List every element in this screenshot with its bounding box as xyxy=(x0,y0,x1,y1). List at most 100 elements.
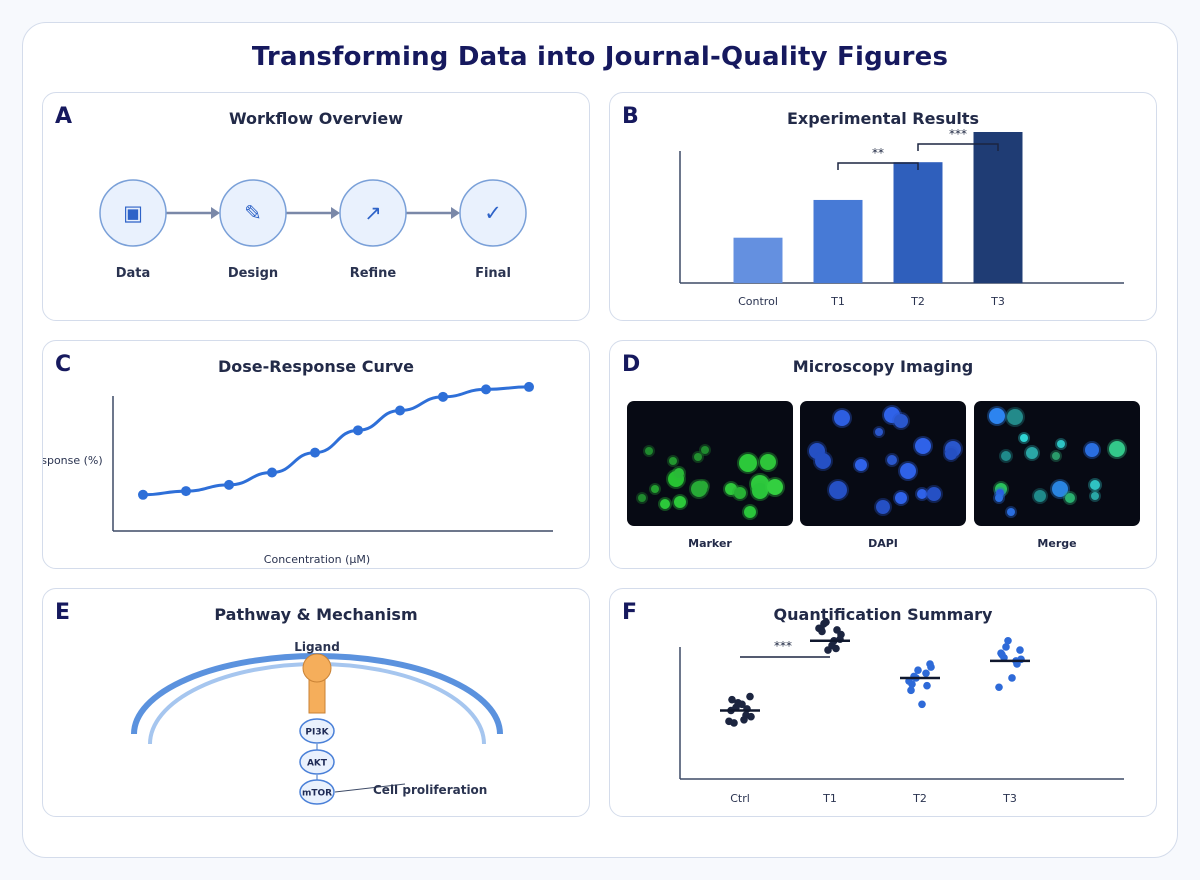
bar-t3 xyxy=(973,132,1023,283)
pathway-node-label: PI3K xyxy=(305,728,329,738)
data-point xyxy=(395,405,405,416)
data-point xyxy=(438,391,448,402)
pathway-node-label: AKT xyxy=(307,759,328,769)
pathway-node xyxy=(299,779,335,805)
cell-nucleus xyxy=(876,500,890,514)
cell-nucleus xyxy=(895,492,907,504)
microscopy-label: Marker xyxy=(688,537,732,550)
data-point xyxy=(728,695,736,704)
cell-nucleus xyxy=(694,453,702,461)
significance-label: *** xyxy=(774,639,792,653)
data-point xyxy=(740,716,748,724)
data-point xyxy=(820,619,828,628)
cell-nucleus xyxy=(651,485,659,493)
x-tick-label: T2 xyxy=(910,295,925,308)
data-point xyxy=(995,683,1003,692)
pathway-diagram: Ligand PI3K AKT mTOR Cell proliferation xyxy=(131,640,503,805)
bar-t2 xyxy=(893,162,943,283)
data-point xyxy=(138,489,148,500)
panel-letter: B xyxy=(622,104,639,129)
data-point xyxy=(1002,643,1010,651)
ligand-label: Ligand xyxy=(294,640,340,654)
cell-nucleus xyxy=(674,468,684,478)
cell-nucleus xyxy=(734,487,746,499)
cell-nucleus xyxy=(1007,508,1015,516)
panel-e-pathway: E Pathway & Mechanism Ligand PI3K AKT mTOR C… xyxy=(42,588,590,817)
data-point xyxy=(907,686,915,695)
workflow-step-circle xyxy=(339,179,407,247)
microscopy-label: Merge xyxy=(1037,537,1077,550)
panel-title: Workflow Overview xyxy=(228,109,404,128)
pathway-node-label: mTOR xyxy=(302,789,332,799)
cell-nucleus xyxy=(1065,493,1075,503)
cell-nucleus xyxy=(669,457,677,465)
data-point xyxy=(734,698,742,707)
cell-nucleus xyxy=(1052,452,1060,460)
panel-c-dose-response: C Dose-Response Curve Concentration (μM)… xyxy=(42,340,590,569)
bar-t1 xyxy=(813,199,863,283)
cell-nucleus xyxy=(894,414,908,428)
data-point xyxy=(730,719,738,727)
x-tick-label: Control xyxy=(738,295,778,308)
panel-d-microscopy: D Microscopy Imaging Marker DAPI Merge xyxy=(609,340,1157,569)
data-point xyxy=(267,467,277,478)
workflow-step-label: Data xyxy=(116,266,151,281)
cell-nucleus xyxy=(691,481,707,497)
page-title: Transforming Data into Journal-Quality F… xyxy=(251,42,949,72)
cell-nucleus xyxy=(855,459,867,471)
outcome-label: Cell proliferation xyxy=(373,783,487,797)
cell-nucleus xyxy=(829,481,847,499)
microscopy-image-dapi xyxy=(800,401,966,526)
microscopy-image-marker xyxy=(627,401,793,526)
x-tick-label: Ctrl xyxy=(730,792,750,805)
cell-nucleus xyxy=(1109,441,1125,457)
significance-label: ** xyxy=(872,146,884,160)
microscopy-image-merge xyxy=(974,401,1140,526)
cell-nucleus xyxy=(927,487,941,501)
cell-nucleus xyxy=(1026,447,1038,459)
cell-nucleus xyxy=(744,506,756,518)
x-tick-label: T3 xyxy=(990,295,1005,308)
workflow-step-label: Final xyxy=(475,266,511,281)
cell-nucleus xyxy=(1085,443,1099,457)
panel-title: Dose-Response Curve xyxy=(217,357,415,376)
data-point xyxy=(914,666,922,674)
cell-nucleus xyxy=(900,463,916,479)
panel-title: Pathway & Mechanism xyxy=(214,605,418,624)
pencil-icon: ✎ xyxy=(244,201,262,225)
data-point xyxy=(746,692,754,701)
cell-nucleus xyxy=(915,438,931,454)
dose-response-line xyxy=(142,385,530,497)
x-tick-label: T1 xyxy=(830,295,845,308)
cell-nucleus xyxy=(989,408,1005,424)
cell-nucleus xyxy=(701,446,709,454)
data-point xyxy=(524,381,534,392)
cell-nucleus xyxy=(638,494,646,502)
panel-letter: F xyxy=(622,600,638,625)
x-tick-label: T1 xyxy=(822,792,837,805)
data-point xyxy=(481,384,491,395)
panel-letter: D xyxy=(622,352,641,377)
cell-nucleus xyxy=(1090,480,1100,490)
cell-nucleus xyxy=(1020,434,1028,442)
data-point xyxy=(181,486,191,497)
cell-nucleus xyxy=(1001,451,1011,461)
data-point xyxy=(918,700,926,709)
ligand-icon xyxy=(302,653,332,683)
y-axis-label: Response (%) xyxy=(43,454,103,467)
microscopy-label: DAPI xyxy=(868,537,898,550)
cell-nucleus xyxy=(1052,481,1068,497)
panel-letter: E xyxy=(55,600,71,625)
data-point xyxy=(818,627,826,636)
bar-control xyxy=(733,237,783,283)
cell-nucleus xyxy=(760,454,776,470)
panel-letter: C xyxy=(55,352,72,377)
cell-nucleus xyxy=(995,494,1003,502)
data-point xyxy=(923,681,931,690)
cell-nucleus xyxy=(1091,492,1099,500)
data-point xyxy=(1004,636,1012,645)
arrowhead-icon xyxy=(451,207,460,219)
cell-nucleus xyxy=(917,489,927,499)
cell-nucleus xyxy=(660,499,670,509)
data-point xyxy=(927,663,935,671)
